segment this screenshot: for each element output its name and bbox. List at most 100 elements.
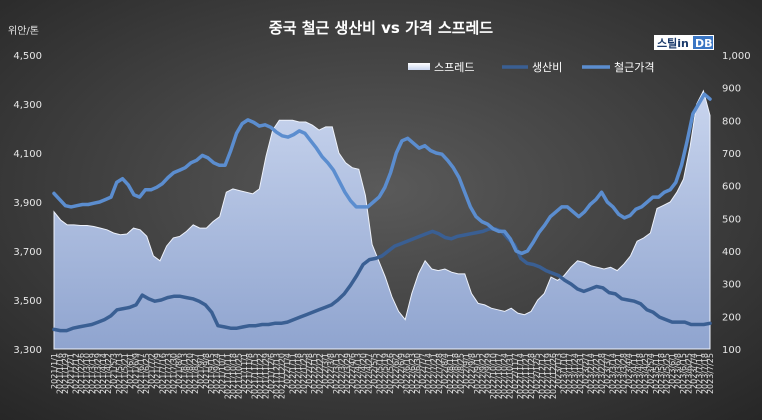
x-tick-label: 2022/9/15 bbox=[473, 353, 482, 394]
left-axis-unit: 위안/톤 bbox=[8, 24, 39, 37]
x-tick-label: 2021/4/22 bbox=[104, 353, 113, 394]
x-tick-label: 2022/1/11 bbox=[289, 353, 298, 394]
x-tick-label: 2022/7/21 bbox=[430, 353, 439, 394]
x-tick-label: 2022/1/4 bbox=[283, 353, 292, 389]
x-tick-label: 2022/2/15 bbox=[310, 353, 319, 394]
x-tick-label: 2023/4/18 bbox=[636, 353, 645, 394]
x-tick-label: 2022/11/14 bbox=[516, 353, 525, 399]
x-tick-label: 2023/3/21 bbox=[614, 353, 623, 394]
x-tick-label: 2021/12/6 bbox=[267, 353, 276, 394]
x-tick-label: 2022/10/24 bbox=[500, 353, 509, 399]
x-tick-label: 2022/4/27 bbox=[364, 353, 373, 394]
x-tick-label: 2021/11/1 bbox=[240, 353, 249, 394]
x-tick-label: 2021/3/19 bbox=[88, 353, 97, 394]
logo-suffix: DB bbox=[695, 37, 713, 50]
x-tick-label: 2023/4/4 bbox=[625, 353, 634, 389]
x-tick-label: 2021/5/13 bbox=[115, 353, 124, 394]
x-tick-label: 2022/8/25 bbox=[457, 353, 466, 394]
x-tick-label: 2023/4/11 bbox=[630, 353, 639, 394]
x-tick-label: 2021/2/12 bbox=[72, 353, 81, 394]
x-tick-label: 2022/4/20 bbox=[359, 353, 368, 394]
x-tick-label: 2022/5/19 bbox=[381, 353, 390, 394]
x-tick-label: 2021/10/1 bbox=[218, 353, 227, 394]
right-tick-label: 600 bbox=[722, 182, 741, 193]
right-axis-ticks: 100 200 300 400 500 600 700 800 900 1,000 bbox=[722, 51, 751, 356]
x-tick-label: 2021/2/26 bbox=[77, 353, 86, 394]
x-tick-label: 2022/2/8 bbox=[305, 353, 314, 389]
x-tick-label: 2021/10/18 bbox=[229, 353, 238, 399]
left-axis-ticks: 3,300 3,500 3,700 3,900 4,100 4,300 4,500 bbox=[13, 51, 42, 356]
x-tick-label: 2022/1/18 bbox=[294, 353, 303, 394]
x-tick-label: 2021/12/13 bbox=[272, 353, 281, 399]
left-tick-label: 3,500 bbox=[13, 296, 42, 307]
x-tick-label: 2021/7/23 bbox=[164, 353, 173, 394]
logo: 스틸in DB bbox=[654, 35, 714, 50]
x-tick-label: 2022/11/21 bbox=[522, 353, 531, 399]
series-cost-line bbox=[52, 227, 712, 333]
x-tick-label: 2023/3/7 bbox=[603, 353, 612, 389]
x-tick-label: 2022/4/6 bbox=[348, 353, 357, 389]
x-tick-label: 2022/11/7 bbox=[511, 353, 520, 394]
x-tick-label: 2021/6/17 bbox=[137, 353, 146, 394]
x-tick-label: 2023/2/21 bbox=[592, 353, 601, 394]
series-spread-area bbox=[53, 89, 711, 350]
x-tick-label: 2022/11/28 bbox=[527, 353, 536, 399]
x-tick-label: 2022/9/29 bbox=[484, 353, 493, 394]
x-tick-label: 2022/6/9 bbox=[397, 353, 406, 389]
right-tick-label: 900 bbox=[722, 84, 741, 95]
left-tick-label: 4,500 bbox=[13, 51, 42, 62]
x-tick-label: 2022/6/23 bbox=[408, 353, 417, 394]
x-tick-label: 2023/1/3 bbox=[554, 353, 563, 389]
x-tick-label: 2021/3/29 bbox=[93, 353, 102, 394]
right-tick-label: 200 bbox=[722, 312, 741, 323]
x-tick-label: 2022/5/5 bbox=[370, 353, 379, 389]
x-tick-label: 2021/10/25 bbox=[234, 353, 243, 399]
x-tick-label: 2023/1/31 bbox=[576, 353, 585, 394]
x-tick-label: 2023/7/11 bbox=[695, 353, 704, 394]
legend-swatch-spread bbox=[408, 63, 430, 70]
spread-area-layer bbox=[53, 89, 711, 350]
x-tick-label: 2023/6/25 bbox=[684, 353, 693, 394]
x-tick-label: 2023/5/25 bbox=[663, 353, 672, 394]
right-tick-label: 100 bbox=[722, 345, 741, 356]
logo-brand: 스틸in bbox=[657, 37, 689, 50]
x-tick-label: 2022/12/26 bbox=[549, 353, 558, 399]
x-tick-label: 2022/10/17 bbox=[495, 353, 504, 399]
left-tick-label: 4,300 bbox=[13, 100, 42, 111]
legend-label-price: 철근가격 bbox=[614, 61, 654, 74]
x-tick-label: 2023/5/4 bbox=[646, 353, 655, 389]
x-tick-label: 2021/1/16 bbox=[55, 353, 64, 394]
x-tick-label: 2021/1/29 bbox=[61, 353, 70, 394]
x-tick-label: 2022/9/8 bbox=[468, 353, 477, 389]
x-tick-label: 2023/1/10 bbox=[560, 353, 569, 394]
x-tick-label: 2022/8/11 bbox=[446, 353, 455, 394]
x-tick-label: 2021/7/9 bbox=[153, 353, 162, 389]
x-tick-label: 2022/5/26 bbox=[386, 353, 395, 394]
right-tick-label: 400 bbox=[722, 247, 741, 258]
x-tick-label: 2021/6/9 bbox=[131, 353, 140, 389]
x-tick-label: 2021/9/1 bbox=[196, 353, 205, 389]
x-tick-label: 2022/7/7 bbox=[419, 353, 428, 389]
right-tick-label: 700 bbox=[722, 149, 741, 160]
x-tick-label: 2023/6/8 bbox=[674, 353, 683, 389]
left-tick-label: 4,100 bbox=[13, 149, 42, 160]
x-tick-label: 2023/3/28 bbox=[619, 353, 628, 394]
x-tick-label: 2022/7/28 bbox=[435, 353, 444, 394]
x-tick-label: 2021/7/30 bbox=[169, 353, 178, 394]
x-tick-label: 2022/1/25 bbox=[299, 353, 308, 394]
x-tick-label: 2023/7/25 bbox=[706, 353, 715, 394]
x-tick-label: 2021/2/1 bbox=[66, 353, 75, 389]
right-tick-label: 800 bbox=[722, 116, 741, 127]
x-tick-label: 2023/5/11 bbox=[652, 353, 661, 394]
series-price-line bbox=[52, 92, 712, 256]
x-tick-label: 2023/6/1 bbox=[668, 353, 677, 389]
legend-label-spread: 스프레드 bbox=[434, 61, 474, 74]
line-layer bbox=[52, 92, 712, 333]
x-tick-label: 2021/7/16 bbox=[158, 353, 167, 394]
x-tick-label: 2023/6/15 bbox=[679, 353, 688, 394]
x-tick-label: 2021/11/15 bbox=[251, 353, 260, 399]
x-tick-label: 2021/8/6 bbox=[175, 353, 184, 389]
x-tick-label: 2022/3/29 bbox=[343, 353, 352, 394]
